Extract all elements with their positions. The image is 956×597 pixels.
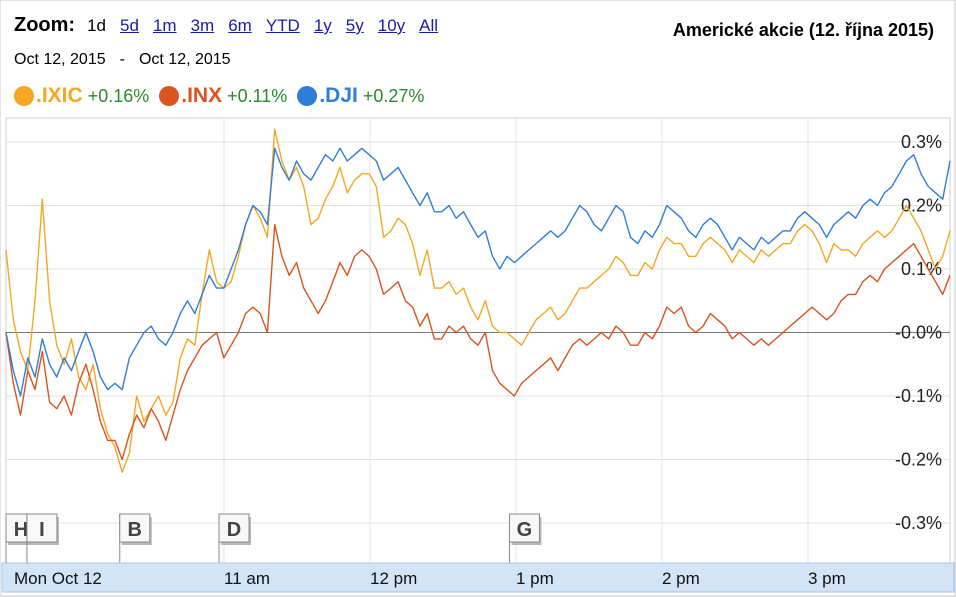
zoom-option-ytd[interactable]: YTD <box>265 16 300 35</box>
y-tick-label: -0.1% <box>895 386 942 406</box>
x-tick-label: 2 pm <box>662 569 700 588</box>
zoom-option-5d[interactable]: 5d <box>120 16 139 35</box>
series-line-inx <box>5 223 951 461</box>
flag-label-d: D <box>227 519 241 541</box>
flag-box <box>26 513 58 543</box>
x-tick-label: 11 am <box>224 569 270 588</box>
zoom-option-all[interactable]: All <box>419 16 439 35</box>
zoom-option-5y[interactable]: 5y <box>345 16 364 35</box>
zoom-option-3m[interactable]: 3m <box>190 16 215 35</box>
legend-dot-ixic <box>14 86 34 106</box>
x-tick-label: 12 pm <box>370 569 417 588</box>
date-range-separator: - <box>119 51 125 68</box>
zoom-option-6m[interactable]: 6m <box>228 16 252 35</box>
legend-change-inx: +0.11% <box>227 85 288 106</box>
legend-item-inx[interactable]: .INX +0.11% <box>159 84 287 108</box>
series-line-ixic <box>5 128 951 473</box>
x-tick-label: 1 pm <box>516 569 554 588</box>
legend-name-dji: .DJI <box>319 84 358 107</box>
zoom-option-1m[interactable]: 1m <box>152 16 177 35</box>
y-tick-label: 0.2% <box>901 196 942 216</box>
legend-dot-dji <box>297 86 318 106</box>
date-range: Oct 12, 2015 - Oct 12, 2015 <box>14 51 231 69</box>
legend-item-dji[interactable]: .DJI +0.27% <box>297 84 424 108</box>
flag-label-i: I <box>39 519 45 541</box>
flag-label-b: B <box>128 519 142 541</box>
flag-label-h: H <box>14 519 28 541</box>
flag-label-g: G <box>517 519 533 541</box>
date-range-from: Oct 12, 2015 <box>14 51 106 68</box>
legend-dot-inx <box>159 86 180 106</box>
y-tick-label: 0.3% <box>901 132 942 152</box>
chart-title: Americké akcie (12. října 2015) <box>672 20 934 40</box>
zoom-label: Zoom: <box>14 14 76 36</box>
zoom-option-1d[interactable]: 1d <box>87 16 107 35</box>
legend-name-inx: .INX <box>181 84 223 107</box>
legend-change-dji: +0.27% <box>362 85 425 106</box>
legend-item-ixic[interactable]: .IXIC +0.16% <box>14 84 149 108</box>
flag-box <box>508 513 540 543</box>
flag-box <box>218 513 250 543</box>
series-line-dji <box>5 147 951 397</box>
zoom-option-10y[interactable]: 10y <box>377 16 406 35</box>
legend-name-ixic: .IXIC <box>36 84 83 107</box>
x-tick-label: Mon Oct 12 <box>14 569 102 588</box>
x-tick-label: 3 pm <box>808 569 846 588</box>
flag-box <box>119 513 151 543</box>
y-tick-label: -0.3% <box>895 513 942 533</box>
zoom-option-1y[interactable]: 1y <box>313 16 332 35</box>
date-range-to: Oct 12, 2015 <box>138 51 231 68</box>
legend-change-ixic: +0.16% <box>87 85 150 106</box>
chart-legend: .IXIC +0.16% .INX +0.11% .DJI +0.27% <box>14 84 434 108</box>
y-tick-label: -0.2% <box>895 450 942 470</box>
y-tick-label: -0.0% <box>895 323 942 343</box>
zoom-toolbar: Zoom: 1d 5d 1m 3m 6m YTD 1y 5y 10y All <box>14 14 452 37</box>
x-axis-band <box>1 562 955 593</box>
